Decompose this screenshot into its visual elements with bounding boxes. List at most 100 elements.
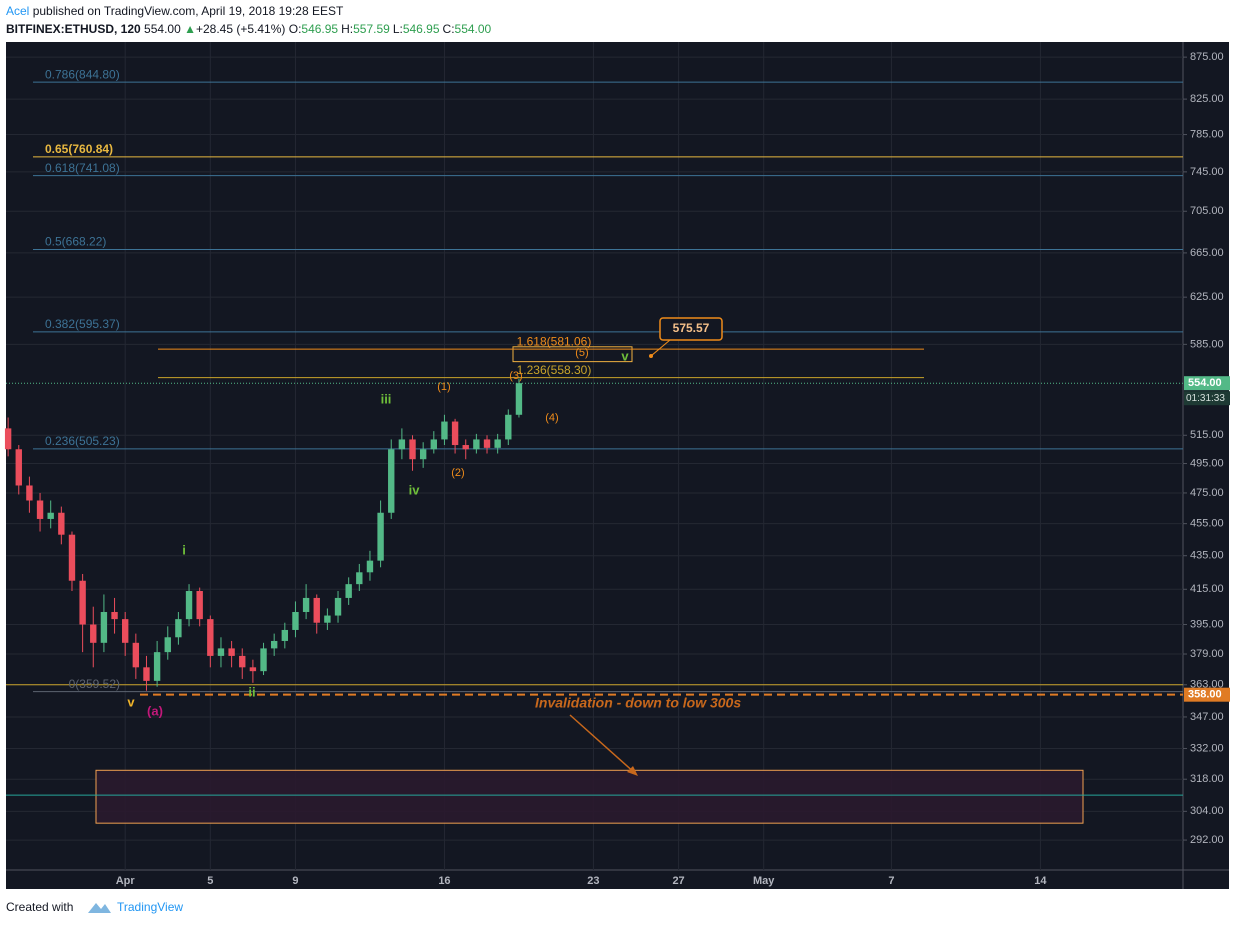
candle-body <box>121 619 129 643</box>
y-tick-label: 625.00 <box>1190 291 1224 303</box>
candle-body <box>494 439 501 448</box>
zone <box>95 769 1084 824</box>
candle-body <box>196 591 203 620</box>
drawings: 0.786(844.80) 0.65(760.84) 0.618(741.08) 0.… <box>6 67 1183 824</box>
arrow: ▲ <box>184 22 196 36</box>
ohlc-value: 557.59 <box>353 22 390 36</box>
x-tick-label: 23 <box>587 875 599 887</box>
candles <box>4 378 523 691</box>
candle-body <box>58 512 65 535</box>
y-tick-label: 455.00 <box>1190 518 1224 530</box>
candle-body <box>356 572 363 585</box>
candle-body <box>68 534 76 581</box>
candle-body <box>111 611 118 620</box>
y-tick-label: 304.00 <box>1190 805 1224 817</box>
candle-body <box>483 439 491 448</box>
y-tick-label: 332.00 <box>1190 742 1224 754</box>
candle-body <box>430 439 437 450</box>
invalidation-note: Invalidation - down to low 300s <box>535 695 741 711</box>
wave-label: i <box>182 542 186 557</box>
candle-body <box>366 560 374 573</box>
candle-body <box>451 421 459 446</box>
candle-body <box>313 597 320 623</box>
ohlc-value: 546.95 <box>402 22 440 36</box>
wave-label: iv <box>409 482 421 497</box>
candle-body <box>473 439 480 450</box>
candle-body <box>143 667 150 681</box>
y-tick-label: 395.00 <box>1190 618 1224 630</box>
footer-brand[interactable]: TradingView <box>117 900 183 914</box>
ohlc-label: C: <box>442 22 455 36</box>
x-tick-label: 9 <box>292 875 298 887</box>
wave-label: (3) <box>509 370 522 382</box>
candle-body <box>409 439 416 460</box>
x-tick-label: May <box>753 875 775 887</box>
y-tick-label: 435.00 <box>1190 550 1224 562</box>
countdown-tag <box>1184 391 1230 406</box>
candle-body <box>377 512 384 561</box>
y-tick-label: 292.00 <box>1190 834 1224 846</box>
callout-pointer <box>650 339 671 357</box>
candle-body <box>132 642 140 668</box>
candle-body <box>270 640 278 649</box>
price-tag-label: 554.00 <box>1188 377 1222 389</box>
y-tick-label: 515.00 <box>1190 429 1224 441</box>
x-tick-label: 14 <box>1034 875 1047 887</box>
wave-label: iii <box>381 391 392 406</box>
candle-body <box>100 611 108 643</box>
candle-body <box>302 597 310 612</box>
ohlc-label: O: <box>288 22 302 36</box>
ohlc-value: 554.00 <box>454 22 492 36</box>
ohlc: O:546.95 H:557.59 L:546.95 C:554.00 <box>289 22 495 36</box>
y-tick-label: 665.00 <box>1190 247 1224 259</box>
x-tick-label: 27 <box>672 875 684 887</box>
publish-line: Acel published on TradingView.com, April… <box>6 4 343 18</box>
price-tag <box>1184 376 1230 391</box>
countdown: 01:31:33 <box>1186 393 1225 404</box>
author[interactable]: Acel <box>6 4 30 18</box>
candle-body <box>388 449 395 513</box>
y-tick-label: 705.00 <box>1190 205 1224 217</box>
y-tick-label: 785.00 <box>1190 128 1224 140</box>
fib-label: 0(359.52) <box>69 677 120 691</box>
y-tick-label: 875.00 <box>1190 51 1224 63</box>
extension-label: 1.236(558.30) <box>517 363 592 377</box>
price-tag <box>1184 687 1230 702</box>
callout-label: 575.57 <box>673 321 710 335</box>
candle-body <box>505 414 512 440</box>
y-tick-label: 318.00 <box>1190 773 1224 785</box>
x-tick-label: 7 <box>888 875 894 887</box>
candle-body <box>79 580 86 625</box>
candle-body <box>345 584 352 598</box>
wave-label: (5) <box>575 347 588 359</box>
callout-point <box>649 353 653 358</box>
candle-body <box>462 445 469 450</box>
candle-body <box>441 421 448 440</box>
y-tick-label: 585.00 <box>1190 338 1224 350</box>
candle-body <box>260 648 267 672</box>
symbol-line: BITFINEX:ETHUSD, 120 554.00 ▲+28.45 (+5.… <box>6 22 494 36</box>
candle-body <box>334 597 342 616</box>
candle-body <box>228 648 235 656</box>
fib-label: 0.786(844.80) <box>45 67 120 81</box>
x-tick-label: Apr <box>116 875 136 887</box>
x-tick-label: 5 <box>207 875 213 887</box>
ohlc-value: 546.95 <box>301 22 339 36</box>
candle-body <box>292 611 299 630</box>
y-tick-label: 475.00 <box>1190 487 1224 499</box>
footer: Created with TradingView <box>6 900 183 914</box>
candle-body <box>239 655 246 668</box>
y-tick-label: 415.00 <box>1190 583 1224 595</box>
y-tick-label: 347.00 <box>1190 711 1224 723</box>
candle-body <box>90 624 97 643</box>
fib-label: 0.5(668.22) <box>45 235 106 249</box>
candle-body <box>175 619 182 638</box>
wave-label: (4) <box>545 412 558 424</box>
footer-created: Created with <box>6 900 73 914</box>
fib-label: 0.618(741.08) <box>45 161 120 175</box>
wave-label: v <box>127 694 135 709</box>
candle-body <box>398 439 406 450</box>
wave-label: (a) <box>147 703 163 718</box>
